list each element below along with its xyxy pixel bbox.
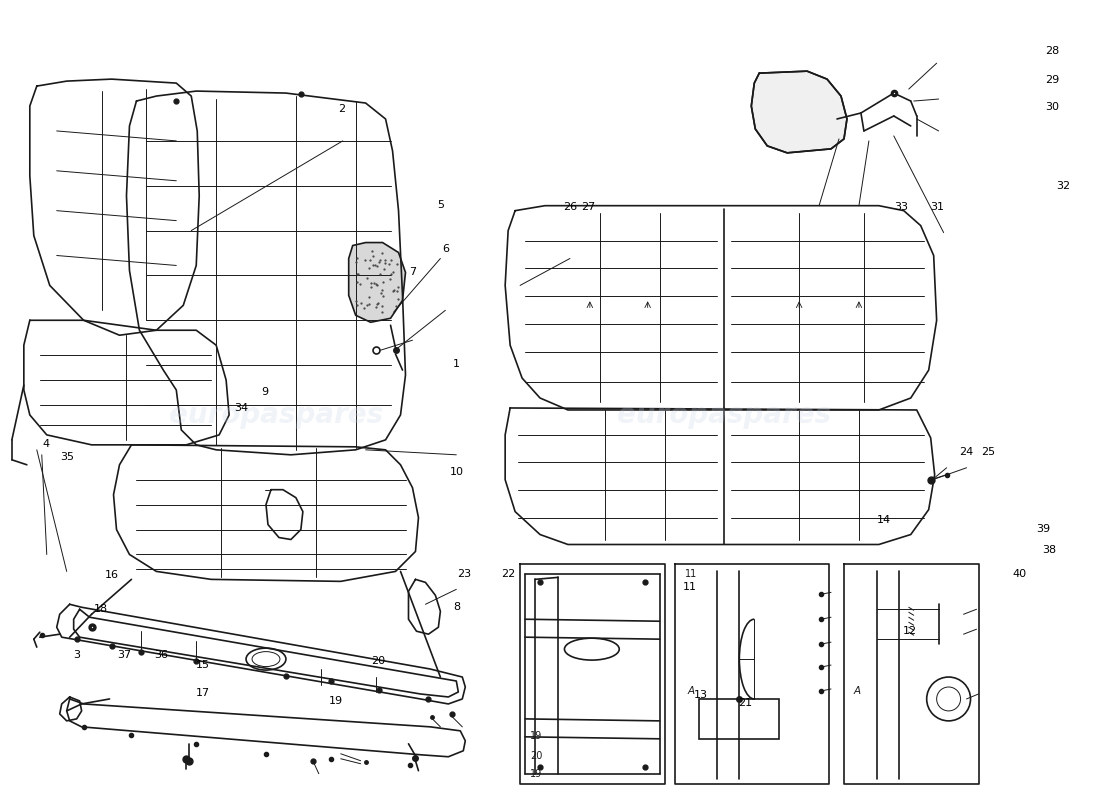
Text: 25: 25 — [981, 447, 996, 457]
Text: 2: 2 — [338, 104, 345, 114]
Text: 27: 27 — [581, 202, 595, 212]
Text: 36: 36 — [154, 650, 168, 660]
Text: 4: 4 — [42, 439, 50, 449]
Text: 14: 14 — [878, 514, 891, 525]
Text: 24: 24 — [959, 447, 974, 457]
Text: 3: 3 — [73, 650, 80, 660]
Text: 21: 21 — [738, 698, 752, 708]
Text: 20: 20 — [530, 750, 542, 761]
Text: 13: 13 — [694, 690, 708, 700]
Text: 19: 19 — [530, 731, 542, 741]
Text: 10: 10 — [450, 466, 464, 477]
Text: 35: 35 — [60, 452, 75, 462]
Text: 20: 20 — [371, 657, 385, 666]
Text: 33: 33 — [894, 202, 908, 212]
Text: 11: 11 — [684, 570, 696, 579]
Text: 15: 15 — [196, 660, 209, 670]
Text: 38: 38 — [1042, 545, 1056, 555]
Text: 39: 39 — [1036, 524, 1050, 534]
Text: 28: 28 — [1045, 46, 1059, 56]
Text: 29: 29 — [1045, 74, 1059, 85]
Text: 8: 8 — [453, 602, 461, 612]
Text: 34: 34 — [234, 403, 248, 413]
Polygon shape — [751, 71, 847, 153]
Text: 37: 37 — [118, 650, 132, 660]
Polygon shape — [349, 242, 406, 322]
Text: 19: 19 — [329, 696, 343, 706]
Text: 1: 1 — [453, 359, 460, 369]
Text: 23: 23 — [458, 569, 472, 578]
Text: 9: 9 — [262, 387, 268, 397]
Bar — [700, 699, 779, 739]
Text: 26: 26 — [563, 202, 576, 212]
Text: 7: 7 — [409, 267, 417, 278]
Text: 5: 5 — [437, 200, 444, 210]
Text: 30: 30 — [1045, 102, 1059, 112]
Text: 16: 16 — [104, 570, 119, 580]
Text: 17: 17 — [196, 688, 210, 698]
Text: 12: 12 — [902, 626, 916, 636]
Text: 18: 18 — [94, 604, 108, 614]
Text: 22: 22 — [502, 569, 516, 578]
Text: A: A — [854, 686, 861, 696]
Text: europaspares: europaspares — [169, 401, 383, 429]
Text: 32: 32 — [1056, 182, 1070, 191]
Text: 11: 11 — [683, 582, 697, 592]
Text: A: A — [688, 686, 694, 696]
Text: 19: 19 — [530, 769, 542, 778]
Text: 6: 6 — [442, 243, 450, 254]
Text: 31: 31 — [930, 202, 944, 212]
Text: 40: 40 — [1012, 569, 1026, 578]
Text: europaspares: europaspares — [617, 401, 832, 429]
